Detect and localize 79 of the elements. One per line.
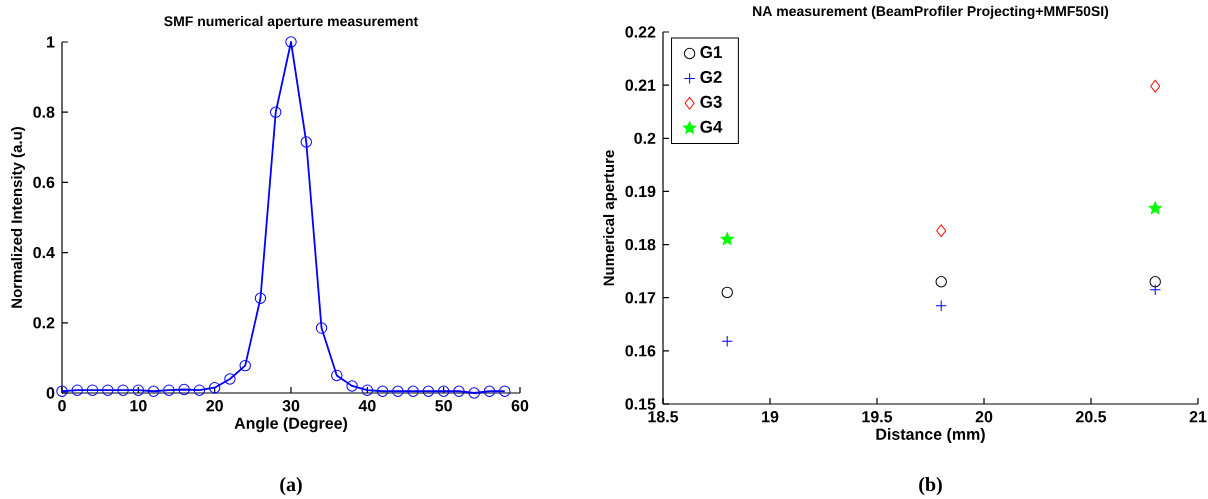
point xyxy=(193,384,206,396)
point xyxy=(499,385,511,397)
y-axis-title: Numerical aperture xyxy=(603,150,618,286)
x-tick-label: 19.5 xyxy=(862,411,893,423)
x-axis-title: Distance (mm) xyxy=(876,428,985,444)
y-axis-title: Normalized Intensity (a.u) xyxy=(11,127,25,308)
point xyxy=(1149,284,1161,296)
point xyxy=(132,384,145,396)
x-tick-label: 20 xyxy=(975,411,993,423)
x-tick-label: 50 xyxy=(435,400,452,412)
legend-label: G1 xyxy=(700,46,722,59)
point xyxy=(1150,79,1161,93)
y-tick-label: 0.16 xyxy=(625,345,656,357)
point xyxy=(315,322,328,334)
point xyxy=(331,369,343,382)
y-tick-label: 0.17 xyxy=(625,292,656,304)
x-tick-label: 18.5 xyxy=(648,411,679,423)
point xyxy=(376,385,389,397)
point xyxy=(1149,276,1161,288)
point xyxy=(720,232,734,245)
point xyxy=(300,136,312,148)
point xyxy=(1148,201,1162,215)
point xyxy=(437,385,450,397)
legend-label: G2 xyxy=(700,70,722,83)
point xyxy=(147,385,160,397)
y-tick-label: 0.4 xyxy=(33,246,55,259)
point xyxy=(483,385,496,397)
chart-title: NA measurement (BeamProfiler Projecting+MMF50SI) xyxy=(753,5,1109,19)
x-axis-title: Angle (Degree) xyxy=(234,417,348,433)
point xyxy=(392,385,404,397)
point xyxy=(468,387,480,399)
y-tick-label: 1 xyxy=(47,36,55,48)
point xyxy=(208,382,221,394)
point xyxy=(71,384,83,396)
point xyxy=(346,380,358,392)
x-tick-label: 20.5 xyxy=(1076,411,1107,423)
point xyxy=(935,299,947,312)
point xyxy=(361,384,374,396)
point xyxy=(224,373,236,385)
x-tick-label: 21 xyxy=(1189,411,1207,423)
point xyxy=(239,359,251,372)
legend-label: G4 xyxy=(700,120,723,133)
legend-label: G3 xyxy=(700,95,722,108)
point xyxy=(86,384,99,396)
y-tick-label: 0.8 xyxy=(33,106,55,118)
y-tick-label: 0.18 xyxy=(625,238,656,251)
point xyxy=(422,385,435,397)
point xyxy=(935,276,947,288)
point xyxy=(56,385,68,397)
x-tick-label: 20 xyxy=(206,400,223,412)
point xyxy=(117,384,129,396)
point xyxy=(721,335,733,347)
point xyxy=(285,36,297,48)
y-tick-label: 0.21 xyxy=(625,79,656,91)
point xyxy=(163,384,175,396)
x-tick-label: 30 xyxy=(282,400,300,412)
y-tick-label: 0.2 xyxy=(634,132,656,144)
point xyxy=(178,383,190,396)
point xyxy=(254,292,267,304)
y-tick-label: 0 xyxy=(46,387,55,399)
y-tick-label: 0.19 xyxy=(625,185,656,198)
y-tick-label: 0.2 xyxy=(33,317,55,329)
x-tick-label: 19 xyxy=(762,411,779,423)
y-tick-label: 0.15 xyxy=(625,398,656,410)
x-tick-label: 0 xyxy=(58,400,66,412)
text: (a) xyxy=(280,477,302,496)
point xyxy=(453,385,465,397)
text: (b) xyxy=(919,477,942,496)
x-tick-label: 40 xyxy=(358,400,376,412)
point xyxy=(102,384,114,396)
y-tick-label: 0.6 xyxy=(33,176,55,189)
point xyxy=(936,224,947,238)
point xyxy=(270,106,282,118)
point xyxy=(407,385,419,397)
point xyxy=(721,286,733,299)
x-tick-label: 60 xyxy=(511,400,529,412)
chart-title: SMF numerical aperture measurement xyxy=(164,15,418,29)
x-tick-label: 10 xyxy=(130,400,147,412)
y-tick-label: 0.22 xyxy=(625,26,656,38)
